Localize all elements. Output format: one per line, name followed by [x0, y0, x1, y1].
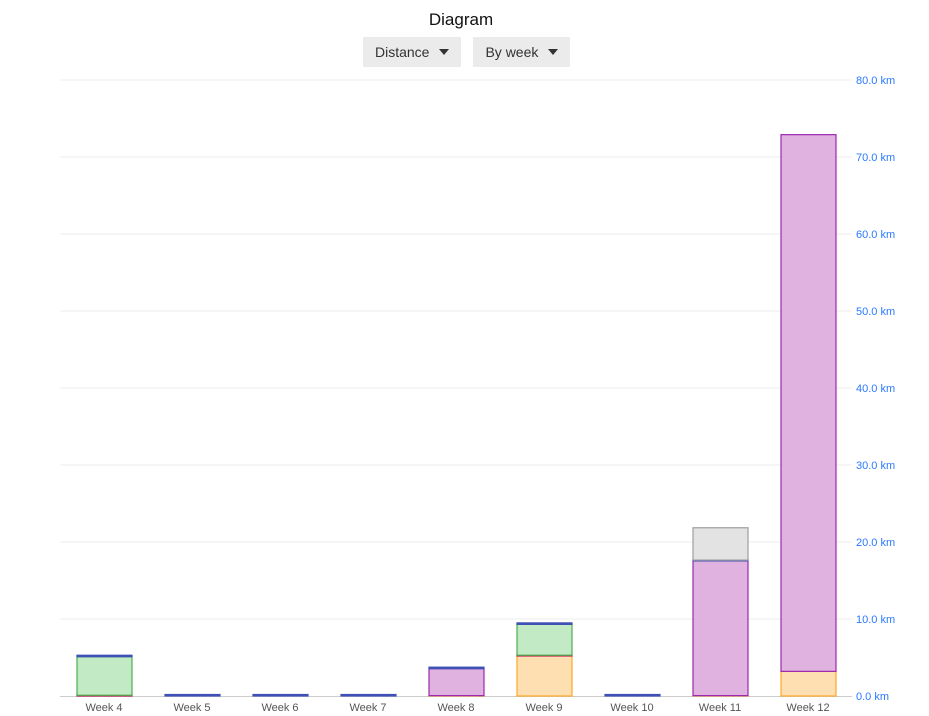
bar-segment-series-4: [164, 693, 221, 697]
chart-controls: Distance By week: [363, 37, 571, 67]
x-tick-label: Week 12: [786, 702, 829, 714]
bar-segment-series-4: [252, 693, 309, 697]
bar-segment-series-2: [516, 623, 573, 656]
bar-segment-series-3: [428, 668, 485, 697]
y-tick-label: 50.0 km: [856, 306, 895, 318]
bar-segment-series-0: [516, 655, 573, 697]
y-tick-label: 60.0 km: [856, 229, 895, 241]
bar-segment-series-3: [780, 134, 837, 672]
period-dropdown-label: By week: [485, 44, 539, 60]
bar-segment-series-4: [516, 622, 573, 625]
caret-down-icon: [548, 49, 559, 55]
y-tick-label: 80.0 km: [856, 75, 895, 87]
y-tick-label: 30.0 km: [856, 460, 895, 472]
y-tick-label: 0.0 km: [856, 691, 889, 703]
bar-segment-series-2: [76, 656, 133, 696]
x-tick-label: Week 10: [610, 702, 653, 714]
bar-segment-series-4: [428, 666, 485, 670]
x-tick-label: Week 11: [699, 702, 741, 714]
bar-segment-series-0: [780, 670, 837, 697]
y-tick-label: 40.0 km: [856, 383, 895, 395]
bar-segment-series-5: [692, 527, 749, 561]
bar-segment-series-4: [340, 693, 397, 697]
x-tick-label: Week 7: [349, 702, 386, 714]
x-tick-label: Week 6: [261, 702, 298, 714]
metric-dropdown-label: Distance: [375, 44, 430, 60]
x-tick-label: Week 4: [85, 702, 122, 714]
y-tick-label: 20.0 km: [856, 537, 895, 549]
x-tick-label: Week 8: [437, 702, 474, 714]
x-tick-label: Week 9: [525, 702, 562, 714]
chart-title: Diagram: [428, 10, 494, 29]
y-tick-label: 70.0 km: [856, 152, 895, 164]
bar-segment-series-4: [604, 693, 661, 697]
bar-segment-series-4: [76, 654, 133, 658]
bar-segment-series-3: [692, 560, 749, 697]
caret-down-icon: [439, 49, 450, 55]
period-dropdown[interactable]: By week: [473, 37, 571, 67]
y-tick-label: 10.0 km: [856, 614, 895, 626]
x-tick-label: Week 5: [173, 702, 210, 714]
metric-dropdown[interactable]: Distance: [363, 37, 462, 67]
